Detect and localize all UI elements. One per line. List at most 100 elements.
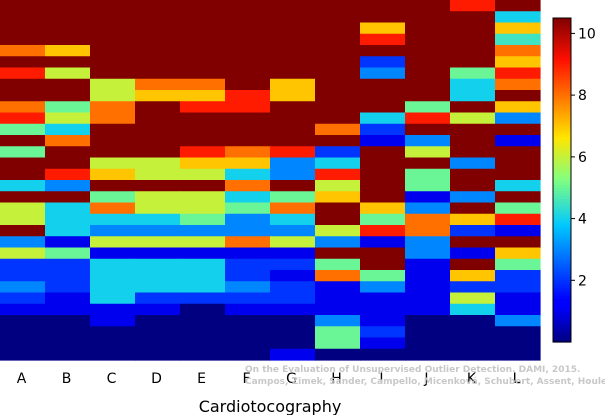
colorbar-segment xyxy=(553,99,571,103)
heatmap-cell xyxy=(450,258,496,271)
heatmap-cell xyxy=(360,202,406,215)
heatmap-cell xyxy=(90,270,136,282)
heatmap-cell xyxy=(135,101,181,114)
heatmap-cell xyxy=(90,236,136,249)
heatmap-cell xyxy=(450,202,496,215)
colorbar-segment xyxy=(553,63,571,68)
colorbar-segment xyxy=(553,312,571,316)
x-tick-label: J xyxy=(423,371,428,387)
heatmap-cell xyxy=(270,157,316,170)
heatmap-cell xyxy=(180,315,226,327)
colorbar-segment xyxy=(553,207,571,211)
heatmap-cell xyxy=(360,33,406,46)
heatmap-cell xyxy=(180,146,226,159)
heatmap-cell xyxy=(450,236,496,249)
heatmap-cell xyxy=(450,337,496,350)
heatmap-cell xyxy=(45,56,91,69)
heatmap-cell xyxy=(90,180,136,192)
heatmap-cell xyxy=(135,236,181,249)
heatmap-cell xyxy=(90,281,136,294)
heatmap-cell xyxy=(225,146,271,159)
heatmap-cell xyxy=(495,258,541,271)
heatmap-cell xyxy=(495,315,541,327)
colorbar-segment xyxy=(553,72,571,76)
heatmap-cell xyxy=(495,123,541,136)
heatmap-cell xyxy=(405,101,451,114)
colorbar-segment xyxy=(553,261,571,265)
heatmap-cell xyxy=(0,225,46,237)
heatmap-cell xyxy=(360,213,406,226)
heatmap-cell xyxy=(495,135,541,147)
heatmap-cell xyxy=(225,258,271,271)
colorbar-segment xyxy=(553,277,571,281)
heatmap-cell xyxy=(180,56,226,69)
heatmap-cell xyxy=(405,168,451,181)
heatmap-cell xyxy=(360,236,406,249)
heatmap-cell xyxy=(450,213,496,226)
heatmap-cell xyxy=(450,112,496,125)
heatmap-cell xyxy=(450,146,496,159)
heatmap-cell xyxy=(45,78,91,91)
colorbar-segment xyxy=(553,117,571,122)
heatmap-cell xyxy=(135,270,181,282)
heatmap-cell xyxy=(450,191,496,204)
colorbar-segment xyxy=(553,323,571,327)
heatmap-cell xyxy=(450,22,496,35)
colorbar-segment xyxy=(553,39,571,43)
heatmap-cell xyxy=(90,45,136,57)
heatmap-cell xyxy=(0,33,46,46)
colorbar-segment xyxy=(553,247,571,251)
heatmap-cell xyxy=(0,236,46,249)
heatmap-cell xyxy=(315,45,361,57)
colorbar-segment xyxy=(553,242,571,246)
colorbar-segment xyxy=(553,66,571,70)
heatmap-cell xyxy=(180,33,226,46)
heatmap-cell xyxy=(405,33,451,46)
heatmap-cell xyxy=(405,112,451,125)
heatmap-cell xyxy=(315,337,361,350)
heatmap-cell xyxy=(315,135,361,147)
heatmap-cell xyxy=(450,78,496,91)
heatmap-cell xyxy=(90,0,136,12)
heatmap-cell xyxy=(270,180,316,192)
heatmap-cell xyxy=(225,337,271,350)
heatmap-cell xyxy=(315,236,361,249)
colorbar-segment xyxy=(553,166,571,170)
heatmap-cell xyxy=(180,326,226,339)
colorbar-segment xyxy=(553,336,571,340)
colorbar-segment xyxy=(553,161,571,165)
colorbar-segment xyxy=(553,315,571,319)
colorbar-segment xyxy=(553,223,571,227)
colorbar-segment xyxy=(553,18,571,22)
colorbar-segment xyxy=(553,80,571,84)
heatmap-cell xyxy=(450,67,496,80)
heatmap-cell xyxy=(0,101,46,114)
heatmap-cell xyxy=(90,213,136,226)
heatmap-cell xyxy=(315,247,361,260)
heatmap-cell xyxy=(45,348,91,361)
heatmap-cell xyxy=(45,135,91,147)
heatmap-cell xyxy=(225,45,271,57)
colorbar-segment xyxy=(553,131,571,135)
heatmap-cell xyxy=(135,78,181,91)
x-tick-label: G xyxy=(286,371,297,387)
heatmap-cells xyxy=(0,0,541,361)
heatmap-cell xyxy=(270,213,316,226)
heatmap-cell xyxy=(405,191,451,204)
heatmap-cell xyxy=(270,33,316,46)
heatmap-cell xyxy=(450,135,496,147)
heatmap-cell xyxy=(0,303,46,316)
heatmap-cell xyxy=(180,281,226,294)
heatmap-cell xyxy=(495,11,541,24)
colorbar-segment xyxy=(553,309,571,313)
heatmap-cell xyxy=(0,11,46,24)
colorbar-tick-label: 8 xyxy=(578,88,587,104)
colorbar-segment xyxy=(553,252,571,257)
heatmap-cell xyxy=(450,281,496,294)
colorbar-segment xyxy=(553,134,571,138)
heatmap-cell xyxy=(315,33,361,46)
heatmap-cell xyxy=(270,281,316,294)
heatmap-cell xyxy=(360,281,406,294)
heatmap-cell xyxy=(90,303,136,316)
colorbar-segment xyxy=(553,163,571,168)
